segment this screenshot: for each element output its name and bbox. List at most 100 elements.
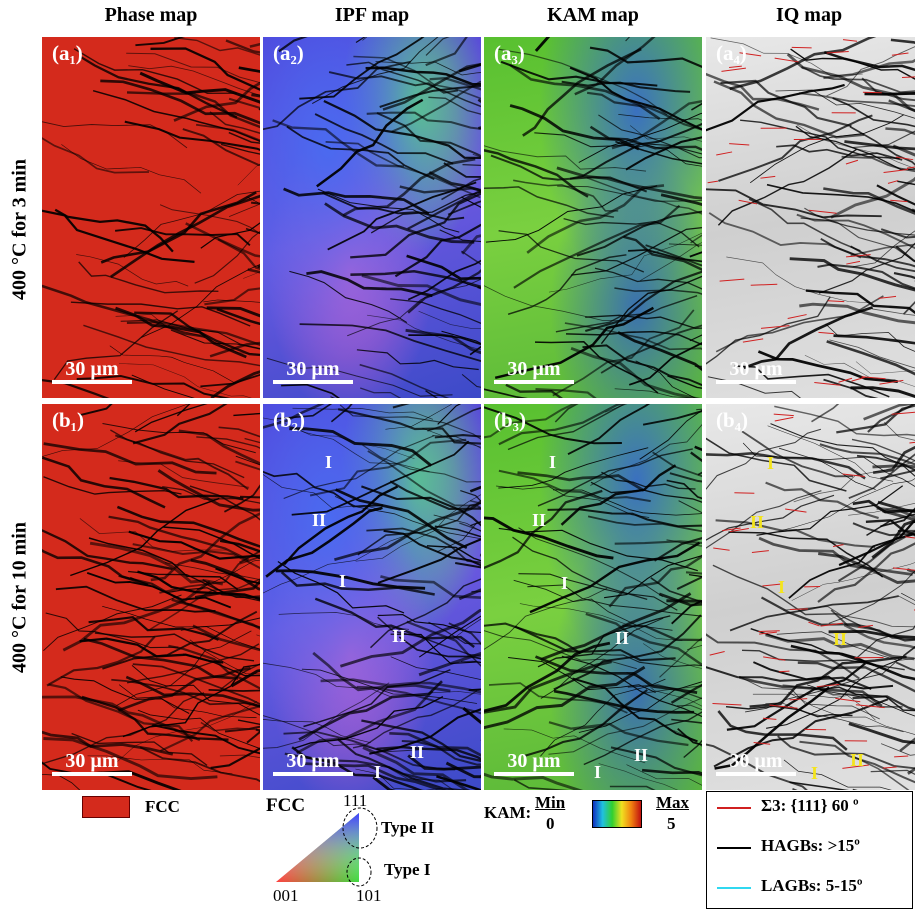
boundary-trace: [730, 596, 899, 631]
boundary-trace: [363, 445, 482, 497]
boundary-trace: [536, 389, 647, 398]
boundary-trace: [643, 404, 702, 425]
boundary-trace: [655, 480, 703, 561]
boundary-trace: [310, 440, 466, 496]
annotation: I: [549, 452, 556, 473]
boundary-trace: [587, 178, 702, 217]
scale-bar: 30 µm: [494, 358, 574, 384]
twin-boundary: [905, 537, 915, 541]
boundary-trace: [536, 37, 702, 51]
twin-boundary: [729, 144, 749, 145]
kam-label: KAM:: [484, 803, 531, 823]
legend-label: FCC: [145, 797, 180, 817]
boundary-trace: [899, 596, 915, 631]
boundary-trace: [826, 324, 915, 372]
boundary-trace: [282, 572, 435, 594]
ipf-vertex: 001: [273, 886, 299, 906]
twin-boundary: [884, 169, 909, 172]
twin-boundary: [883, 767, 897, 768]
scale-bar: 30 µm: [52, 358, 132, 384]
map-panel: (b₂)30 µm: [263, 404, 481, 790]
boundary-trace: [690, 295, 702, 341]
boundary-trace: [353, 691, 477, 748]
map-panel: (a₁)30 µm: [42, 37, 260, 398]
boundary-trace: [750, 657, 907, 707]
twin-boundary: [790, 609, 808, 610]
boundary-trace: [706, 453, 865, 478]
boundary-trace: [484, 187, 614, 217]
boundary-trace: [615, 541, 702, 554]
boundary-trace: [406, 330, 481, 373]
annotation: I: [325, 452, 332, 473]
panel-label: (a₂): [273, 41, 304, 66]
twin-boundary: [760, 176, 775, 178]
twin-boundary: [758, 631, 779, 632]
boundary-trace: [651, 578, 702, 636]
boundary-trace: [218, 239, 260, 291]
twin-boundary: [708, 181, 718, 183]
boundary-trace: [726, 706, 853, 716]
annotation: I: [767, 453, 774, 474]
twin-boundary: [775, 417, 794, 421]
twin-boundary: [843, 40, 857, 42]
boundary-trace: [674, 730, 702, 789]
boundary-trace: [42, 37, 219, 38]
boundary-trace: [204, 251, 260, 304]
boundary-trace: [630, 126, 702, 176]
boundary-trace: [79, 262, 219, 293]
boundary-trace: [435, 435, 481, 456]
boundary-trace: [575, 37, 702, 94]
boundary-trace: [250, 37, 260, 47]
legend-line: [717, 807, 751, 809]
annotation: II: [410, 742, 424, 763]
panel-label: (b₂): [273, 408, 305, 433]
legend-line: [717, 887, 751, 889]
twin-boundary: [752, 551, 769, 553]
annotation: I: [561, 573, 568, 594]
boundary-trace: [132, 375, 260, 398]
map-panel: (a₂) 30 µm: [263, 37, 481, 398]
twin-boundary: [734, 493, 754, 494]
boundary-trace: [80, 404, 217, 415]
annotation: I: [778, 577, 785, 598]
twin-boundary: [888, 181, 898, 184]
scale-bar: 30 µm: [273, 358, 353, 384]
boundary-trace: [610, 787, 702, 791]
annotation: II: [532, 510, 546, 531]
boundary-trace: [661, 195, 702, 224]
boundary-trace: [726, 257, 872, 303]
twin-boundary: [788, 315, 807, 319]
kam-colorbar: [592, 800, 642, 828]
panel-label: (b₄): [716, 408, 748, 433]
phase-swatch: [82, 796, 130, 818]
boundary-trace: [321, 680, 481, 696]
boundary-trace: [527, 185, 664, 252]
map-panel: (a₄)30 µm: [706, 37, 915, 398]
boundary-trace: [438, 404, 481, 424]
boundary-trace: [263, 780, 386, 790]
column-header: Phase map: [42, 4, 260, 27]
kam-min-value: 0: [546, 814, 555, 834]
boundary-trace: [408, 227, 481, 300]
ipf-title: FCC: [266, 795, 305, 817]
column-header: IQ map: [700, 4, 915, 27]
boundary-trace: [422, 428, 481, 469]
boundary-trace: [101, 192, 256, 262]
boundary-trace: [440, 230, 481, 264]
kam-min: Min: [535, 793, 565, 813]
map-texture: [42, 404, 260, 790]
map-texture: [42, 37, 260, 398]
column-header: KAM map: [484, 4, 702, 27]
kam-max-value: 5: [667, 814, 676, 834]
annotation: II: [833, 629, 847, 650]
annotation: I: [594, 762, 601, 783]
scale-bar: 30 µm: [52, 750, 132, 776]
boundary-trace: [304, 670, 451, 727]
twin-boundary: [774, 414, 794, 415]
boundary-trace: [716, 520, 876, 547]
boundary-trace: [331, 397, 425, 398]
annotation: II: [634, 745, 648, 766]
boundary-trace: [588, 516, 702, 540]
twin-boundary: [846, 160, 858, 164]
map-texture: [484, 37, 702, 398]
